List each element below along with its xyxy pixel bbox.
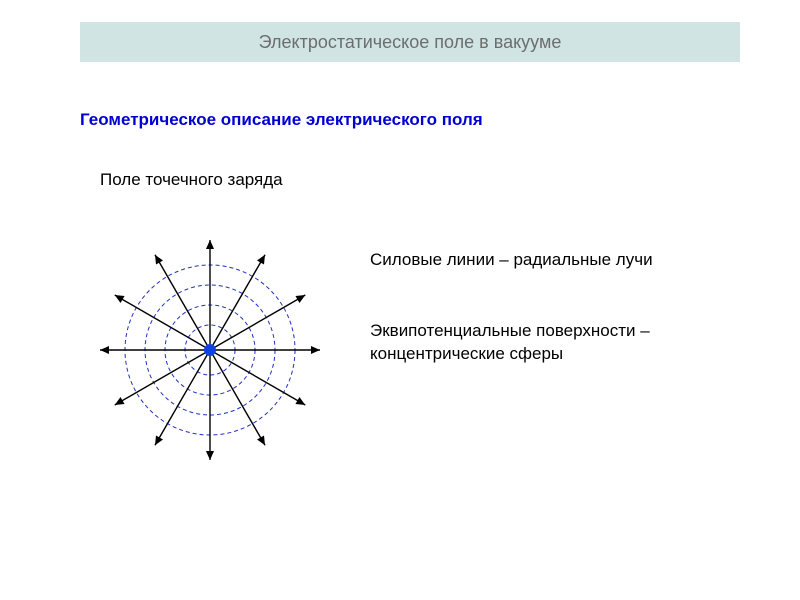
point-charge-diagram	[80, 220, 340, 480]
desc2-line1: Эквипотенциальные поверхности –	[370, 321, 650, 340]
section-subtitle: Геометрическое описание электрического п…	[80, 110, 483, 130]
header-band: Электростатическое поле в вакууме	[80, 22, 740, 62]
page-title: Электростатическое поле в вакууме	[259, 32, 562, 53]
field-svg	[80, 220, 340, 480]
description-field-lines: Силовые линии – радиальные лучи	[370, 250, 653, 270]
desc2-line2: концентрические сферы	[370, 344, 563, 363]
description-equipotential: Эквипотенциальные поверхности – концентр…	[370, 320, 650, 366]
diagram-caption: Поле точечного заряда	[100, 170, 283, 190]
